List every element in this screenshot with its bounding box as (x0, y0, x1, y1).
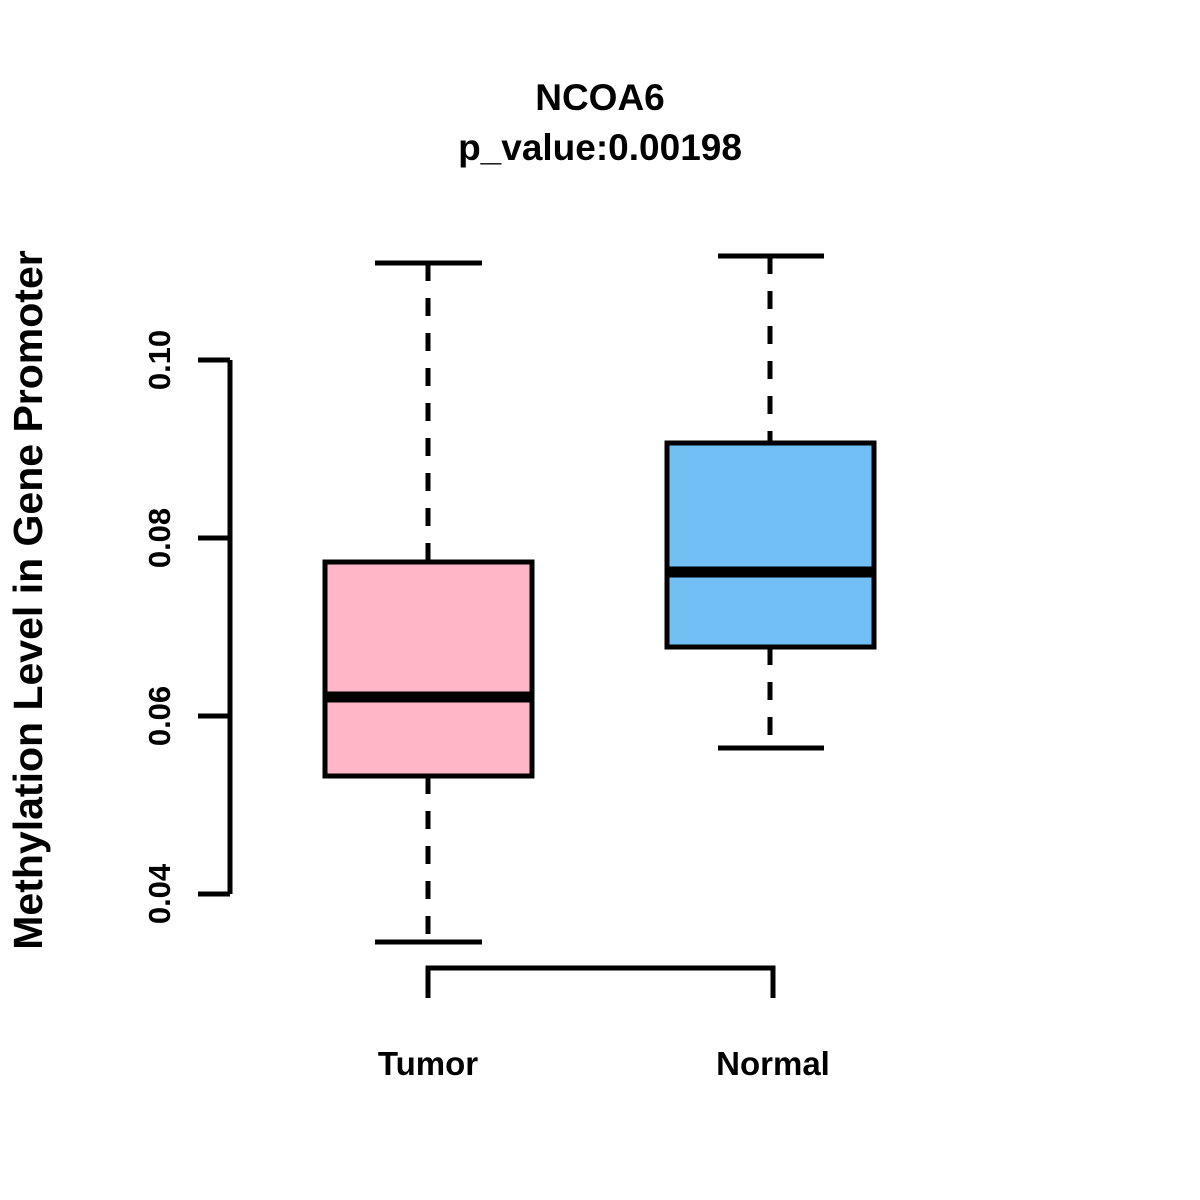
box-group-normal[interactable] (664, 253, 877, 751)
y-tick-label-2: 0.06 (142, 686, 177, 746)
y-axis: 0.10 0.08 0.06 0.04 (142, 330, 233, 924)
x-axis: Tumor Normal (378, 965, 830, 1082)
x-tick-label-normal: Normal (716, 1045, 830, 1082)
box-group-tumor[interactable] (322, 260, 535, 945)
x-tick-label-tumor: Tumor (378, 1045, 478, 1082)
chart-title: NCOA6 (535, 77, 665, 118)
tumor-box[interactable] (322, 559, 535, 779)
y-axis-title: Methylation Level in Gene Promoter (5, 250, 51, 949)
y-tick-label-0: 0.10 (142, 330, 177, 390)
chart-subtitle-pvalue: p_value:0.00198 (458, 127, 742, 168)
x-axis-bracket (425, 965, 776, 998)
y-tick-label-3: 0.04 (142, 863, 177, 924)
normal-box[interactable] (664, 440, 877, 650)
y-tick-label-1: 0.08 (142, 508, 177, 568)
